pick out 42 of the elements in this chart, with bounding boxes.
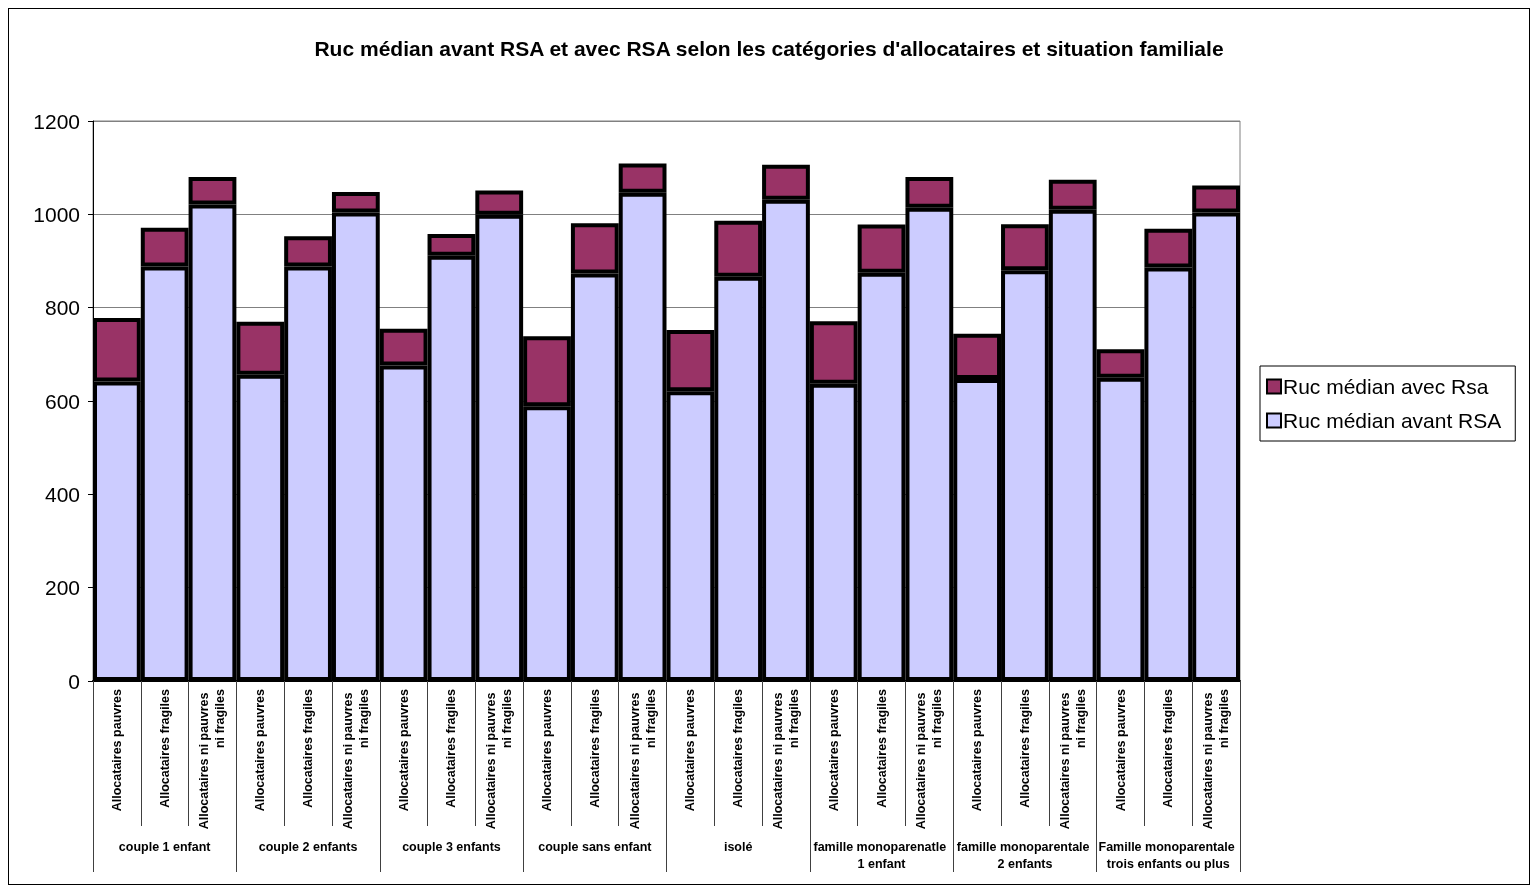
- x-tick-label: Allocataires ni pauvres ni fragiles: [770, 688, 801, 830]
- text: couple 1 enfant: [118, 839, 212, 854]
- y-tick-label: 800: [44, 296, 80, 320]
- chart-title: Ruc médian avant RSA et avec RSA selon les catégories d'allocataires et situation familiale: [314, 37, 1224, 60]
- text: couple sans enfant: [538, 839, 653, 854]
- x-tick-label: Allocataires fragiles: [1161, 688, 1176, 808]
- x-tick-label: Allocataires pauvres: [1113, 688, 1128, 812]
- x-tick-label: Allocataires ni pauvres ni fragiles: [484, 688, 515, 830]
- x-tick-label: Allocataires pauvres: [540, 688, 555, 812]
- legend-label: Ruc médian avant RSA: [1283, 409, 1502, 432]
- x-tick-label: Allocataires pauvres: [396, 688, 411, 812]
- text: couple 2 enfants: [258, 839, 358, 854]
- x-tick-label: Allocataires fragiles: [444, 688, 459, 808]
- text: famille monoparentale 2 enfants: [956, 839, 1094, 871]
- x-tick-label: Allocataires fragiles: [1017, 688, 1032, 808]
- y-tick-label: 400: [44, 482, 80, 506]
- x-tick-label: Allocataires fragiles: [301, 688, 316, 808]
- y-tick-label: 200: [44, 576, 80, 600]
- legend-label: Ruc médian avec Rsa: [1283, 375, 1489, 398]
- text: Famille monoparentale trois enfants ou plus: [1098, 839, 1239, 871]
- x-tick-label: Allocataires fragiles: [587, 688, 602, 808]
- x-tick-label: Allocataires fragiles: [157, 688, 172, 808]
- x-tick-label: Allocataires pauvres: [253, 688, 268, 812]
- x-tick-label: Allocataires fragiles: [874, 688, 889, 808]
- x-tick-label: Allocataires pauvres: [970, 688, 985, 812]
- x-tick-label: Allocataires ni pauvres ni fragiles: [1201, 688, 1232, 830]
- x-tick-label: Allocataires ni pauvres ni fragiles: [914, 688, 945, 830]
- text: famille monoparenatle 1 enfant: [813, 839, 950, 871]
- x-tick-label: Allocataires ni pauvres ni fragiles: [340, 688, 371, 830]
- y-tick-label: 600: [44, 389, 80, 413]
- x-tick-label: Allocataires pauvres: [826, 688, 841, 812]
- x-tick-label: Allocataires ni pauvres ni fragiles: [1057, 688, 1088, 830]
- text: isolé: [723, 839, 753, 854]
- x-tick-label: Allocataires ni pauvres ni fragiles: [627, 688, 658, 830]
- y-tick-label: 1000: [33, 202, 80, 226]
- x-tick-label: Allocataires fragiles: [731, 688, 746, 808]
- y-tick-label: 1200: [33, 109, 80, 133]
- y-tick-label: 0: [68, 669, 80, 693]
- x-tick-label: Allocataires pauvres: [683, 688, 698, 812]
- x-tick-label: Allocataires ni pauvres ni fragiles: [197, 688, 228, 830]
- x-tick-label: Allocataires pauvres: [109, 688, 124, 812]
- text: couple 3 enfants: [402, 839, 501, 854]
